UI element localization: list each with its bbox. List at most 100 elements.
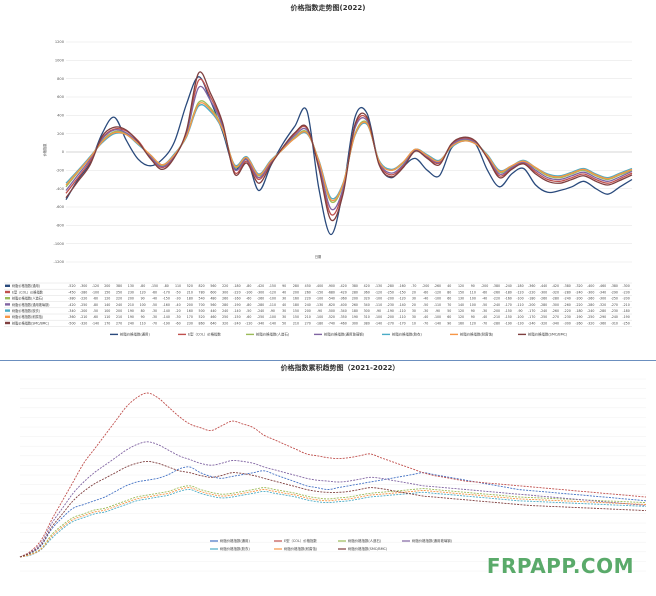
- top-table-cell: 180: [352, 309, 358, 313]
- bottom-chart-panel: 价格指数累积趋势图（2021-2022） 树脂价格指数(通用) E型（COL）价格…: [0, 360, 656, 592]
- bottom-series-line: [19, 489, 647, 558]
- top-legend: 树脂价格指数(通用) E型（COL）价格指数 树脂价格指数(人造石) 树脂价格指数(通…: [110, 332, 568, 337]
- top-table-cell: -240: [540, 309, 547, 313]
- top-table-cell: 280: [293, 284, 299, 288]
- top-table-cell: -100: [269, 297, 276, 301]
- top-table-cell: -360: [339, 297, 346, 301]
- bottom-series-line: [19, 466, 647, 558]
- top-table-cell: -120: [245, 321, 252, 325]
- top-table-cell: -250: [387, 290, 394, 294]
- top-table-cell: -290: [599, 315, 606, 319]
- top-table-cell: 90: [141, 315, 145, 319]
- top-table-cell: -200: [481, 284, 488, 288]
- top-table-cell: -170: [528, 315, 535, 319]
- top-table-cell: 300: [364, 309, 370, 313]
- top-table-cell: 820: [199, 284, 205, 288]
- top-table-cell: 200: [116, 309, 122, 313]
- bottom-legend-entry: 树脂价格指数(耐腐蚀): [284, 546, 318, 551]
- top-table-cell: -150: [505, 309, 512, 313]
- top-table-cell: 340: [364, 303, 370, 307]
- top-table-cell: -80: [246, 284, 251, 288]
- top-table-cell: -440: [540, 284, 547, 288]
- top-table-cell: -420: [339, 284, 346, 288]
- top-table-series-swatch: [5, 303, 10, 306]
- bottom-legend-entry: 树脂价格指数(通用玻璃钢): [412, 538, 453, 543]
- top-table-cell: -190: [387, 309, 394, 313]
- top-table-cell: -260: [564, 303, 571, 307]
- top-table-cell: 380: [116, 284, 122, 288]
- top-table-cell: 170: [187, 315, 193, 319]
- top-table-cell: -80: [164, 284, 169, 288]
- top-table-cell: -280: [587, 303, 594, 307]
- top-table-cell: 190: [128, 309, 134, 313]
- top-table-cell: 40: [282, 290, 286, 294]
- top-table-series-name: E型（COL）价格指数: [12, 289, 44, 294]
- top-table-cell: -150: [269, 284, 276, 288]
- top-table-cell: -120: [398, 297, 405, 301]
- top-table-cell: -460: [599, 284, 606, 288]
- top-table-cell: 130: [458, 297, 464, 301]
- top-table-cell: -260: [540, 297, 547, 301]
- top-table-cell: 90: [282, 284, 286, 288]
- top-table-cell: -300: [587, 290, 594, 294]
- top-table-cell: -400: [587, 284, 594, 288]
- top-table-cell: -170: [528, 309, 535, 313]
- top-table-cell: -30: [482, 309, 487, 313]
- top-table-cell: -350: [339, 315, 346, 319]
- top-table-cell: -300: [622, 284, 629, 288]
- top-table-cell: -150: [398, 290, 405, 294]
- top-table-cell: -120: [269, 290, 276, 294]
- top-table-cell: -290: [611, 290, 618, 294]
- top-table-cell: -110: [269, 303, 276, 307]
- top-table-cell: -120: [516, 290, 523, 294]
- top-table-cell: -80: [140, 284, 145, 288]
- top-table-cell: -60: [482, 290, 487, 294]
- top-table-cell: 240: [128, 321, 134, 325]
- bottom-legend-entry: 树脂价格指数(通用): [220, 538, 250, 543]
- top-table-cell: 30: [412, 315, 416, 319]
- top-table-cell: -160: [163, 303, 170, 307]
- top-table-cell: -190: [233, 303, 240, 307]
- top-y-axis-label: 价格指数: [42, 143, 47, 157]
- top-table-cell: -230: [564, 315, 571, 319]
- top-table-cell: -250: [540, 315, 547, 319]
- top-table-cell: 110: [104, 315, 110, 319]
- top-table-cell: -250: [611, 297, 618, 301]
- top-table-cell: -340: [552, 321, 559, 325]
- top-table-cell: -150: [316, 290, 323, 294]
- top-table-cell: -220: [233, 290, 240, 294]
- top-table-cell: 280: [222, 303, 228, 307]
- top-table-cell: -320: [540, 321, 547, 325]
- top-table-cell: -220: [564, 309, 571, 313]
- top-table-cell: -620: [328, 303, 335, 307]
- top-table-cell: -300: [257, 290, 264, 294]
- top-table-cell: 80: [141, 309, 145, 313]
- top-table-cell: 440: [210, 309, 216, 313]
- top-table-cell: -520: [328, 315, 335, 319]
- top-table-cell: -520: [68, 284, 75, 288]
- top-table-cell: -540: [328, 297, 335, 301]
- top-table-cell: 180: [187, 297, 193, 301]
- top-table-cell: 220: [222, 284, 228, 288]
- top-table-cell: -130: [375, 284, 382, 288]
- top-table-cell: -280: [564, 290, 571, 294]
- top-table-cell: -110: [398, 309, 405, 313]
- top-legend-entry: 树脂价格指数(通用玻璃钢): [324, 332, 365, 337]
- top-table-cell: 160: [293, 297, 299, 301]
- top-table-cell: 150: [104, 290, 110, 294]
- top-table-cell: 210: [305, 315, 311, 319]
- top-table-cell: -170: [163, 290, 170, 294]
- top-table-cell: -100: [269, 315, 276, 319]
- top-table-cell: 170: [104, 321, 110, 325]
- top-table-cell: 310: [364, 315, 370, 319]
- top-table-cell: -380: [611, 284, 618, 288]
- top-table-cell: 200: [104, 284, 110, 288]
- top-table-cell: -400: [316, 284, 323, 288]
- top-table-cell: -100: [516, 297, 523, 301]
- top-table-cell: -380: [493, 284, 500, 288]
- top-legend-entry: 树脂价格指数(胶衣): [392, 332, 422, 337]
- top-table-cell: 120: [104, 297, 110, 301]
- top-table-cell: 270: [305, 321, 311, 325]
- top-table-cell: -230: [387, 303, 394, 307]
- top-table-cell: -230: [611, 309, 618, 313]
